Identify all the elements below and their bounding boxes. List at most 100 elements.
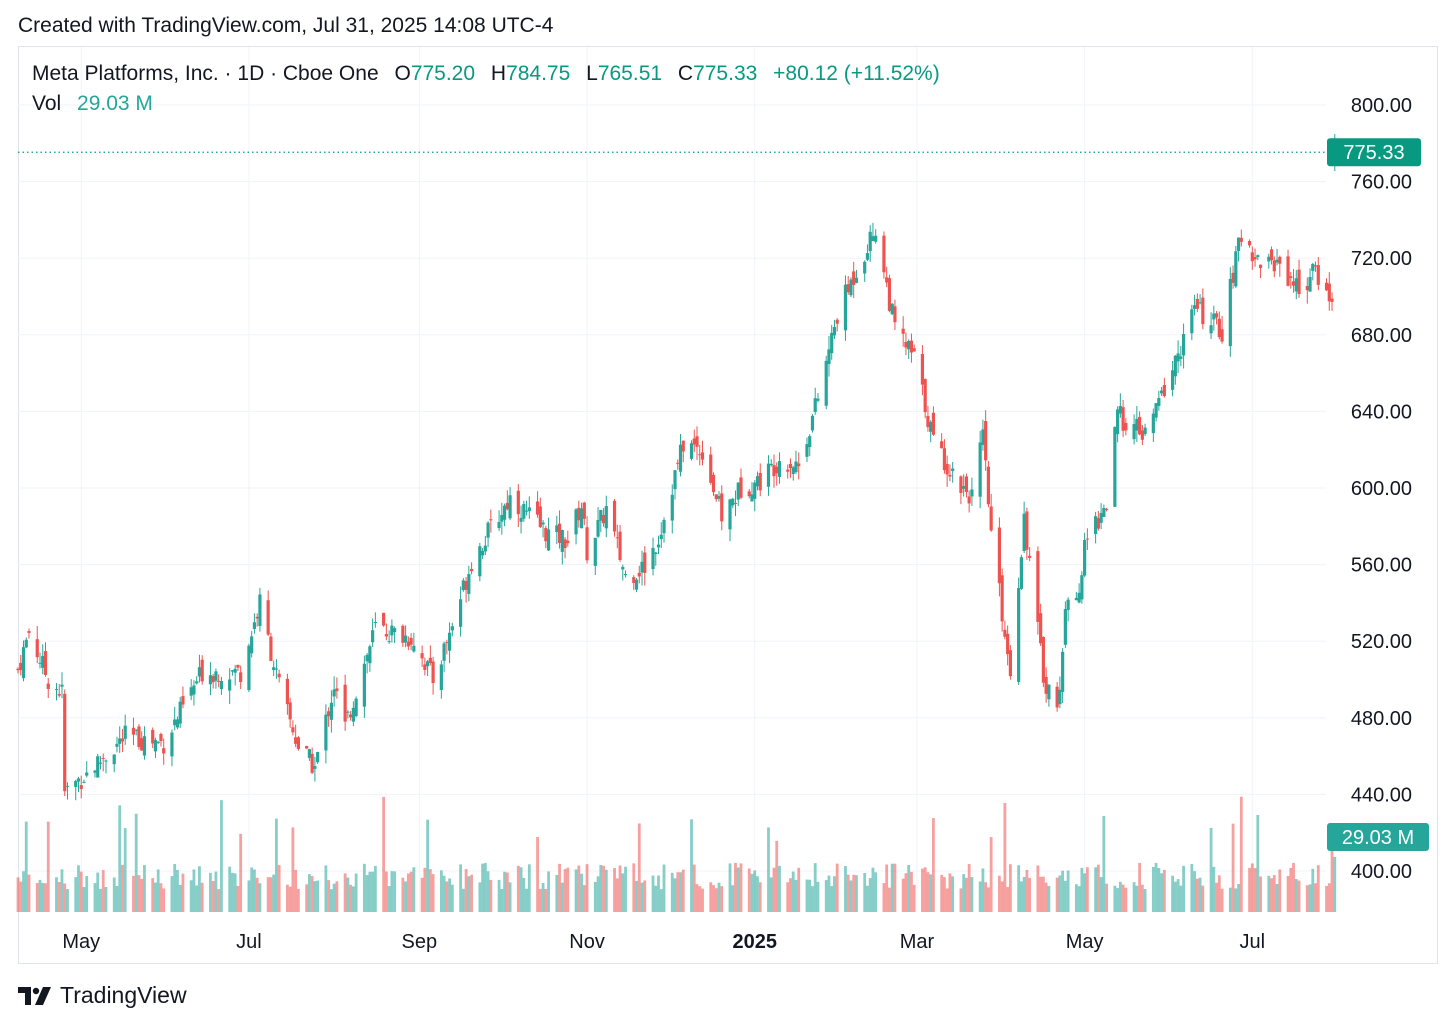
candle-body — [846, 284, 850, 293]
volume-bar — [1278, 869, 1282, 912]
volume-bar — [1256, 814, 1260, 912]
volume-bar — [731, 885, 735, 912]
candle-body — [808, 436, 812, 448]
candle-body — [1080, 575, 1084, 600]
volume-bar — [1190, 863, 1194, 912]
candle-body — [1055, 686, 1059, 708]
candle-body — [21, 647, 26, 679]
volume-bar — [1135, 885, 1139, 912]
candle-body — [255, 616, 259, 619]
candle-body — [1278, 256, 1282, 264]
volume-bar — [775, 840, 779, 912]
footer-brand[interactable]: TradingView — [18, 982, 187, 1009]
volume-bar — [970, 877, 974, 912]
time-tick-label: Mar — [900, 931, 935, 953]
candle-body — [467, 574, 471, 594]
candle-body — [382, 612, 386, 626]
volume-bar — [192, 869, 196, 912]
volume-bar — [294, 869, 298, 912]
volume-bar — [681, 869, 685, 912]
candle-body — [192, 685, 196, 695]
candle-body — [497, 521, 501, 528]
candle-body — [123, 725, 127, 739]
volume-bar — [1085, 867, 1089, 912]
candle-body — [285, 678, 290, 705]
candle-body — [747, 491, 751, 497]
volume-bar — [890, 863, 894, 912]
candle-body — [599, 510, 603, 521]
volume-bar — [659, 889, 663, 912]
volume-bar — [1294, 879, 1298, 912]
candle-body — [181, 696, 185, 705]
volume-bar — [63, 883, 67, 912]
candle-body — [98, 762, 103, 764]
candle-body — [882, 235, 886, 273]
volume-bar — [327, 880, 331, 912]
volume-bar — [137, 875, 141, 912]
volume-bar — [459, 864, 462, 912]
volume-bar — [615, 878, 619, 912]
volume-bar — [19, 881, 23, 912]
volume-bar — [1215, 882, 1218, 912]
candle-body — [332, 689, 336, 697]
candle-body — [535, 501, 540, 515]
price-tick-label: 560.00 — [1351, 555, 1412, 577]
volume-bar — [143, 865, 146, 912]
volume-bar — [450, 884, 454, 912]
price-tick-label: 600.00 — [1351, 478, 1412, 500]
candle-body — [1121, 407, 1125, 431]
volume-bar — [387, 886, 391, 912]
volume-bar — [739, 863, 743, 912]
volume-bar — [228, 866, 232, 912]
volume-bar — [439, 870, 443, 912]
candle-body — [868, 231, 872, 252]
candle-body — [775, 466, 779, 474]
candle-body — [274, 668, 279, 670]
candle-body — [351, 707, 355, 722]
chart-frame[interactable] — [18, 46, 1438, 964]
price-tick-label: 440.00 — [1351, 784, 1412, 806]
candle-body — [252, 622, 257, 629]
volume-bar — [596, 876, 600, 912]
candle-body — [142, 736, 147, 756]
candle-body — [544, 527, 548, 542]
candle-body — [228, 679, 232, 691]
candle-body — [266, 600, 270, 635]
volume-bar — [200, 882, 204, 912]
low-label: L — [586, 62, 598, 85]
candle-body — [931, 412, 936, 435]
volume-bar — [863, 872, 867, 912]
volume-bar — [888, 887, 891, 912]
candle-body — [1231, 272, 1235, 283]
volume-bar — [22, 871, 25, 912]
time-tick-label: May — [62, 931, 100, 953]
volume-bar — [767, 827, 770, 912]
volume-bar — [505, 872, 509, 912]
volume-bar — [362, 863, 366, 912]
volume-bar — [55, 877, 58, 912]
candle-body — [731, 498, 735, 506]
volume-bar — [797, 867, 801, 912]
candle-body — [373, 622, 377, 624]
volume-bar — [871, 867, 875, 912]
candle-body — [1099, 513, 1103, 523]
volume-bar — [1314, 883, 1317, 912]
candle-body — [1036, 551, 1040, 622]
candle-body — [313, 766, 317, 769]
volume-bar — [1074, 884, 1078, 912]
volume-bar — [833, 876, 836, 912]
volume-bar — [1248, 867, 1251, 912]
candle-body — [1297, 269, 1301, 295]
candle-body — [439, 664, 443, 690]
volume-bar — [486, 871, 490, 912]
candle-body — [777, 461, 782, 477]
volume-bar — [998, 875, 1001, 912]
candle-body — [502, 505, 507, 520]
volume-bar — [962, 874, 966, 912]
volume-bar — [159, 883, 163, 912]
volume-bar — [1182, 865, 1185, 912]
candle-body — [640, 561, 644, 573]
volume-bar — [1311, 868, 1315, 912]
last-volume-badge — [1327, 823, 1429, 851]
